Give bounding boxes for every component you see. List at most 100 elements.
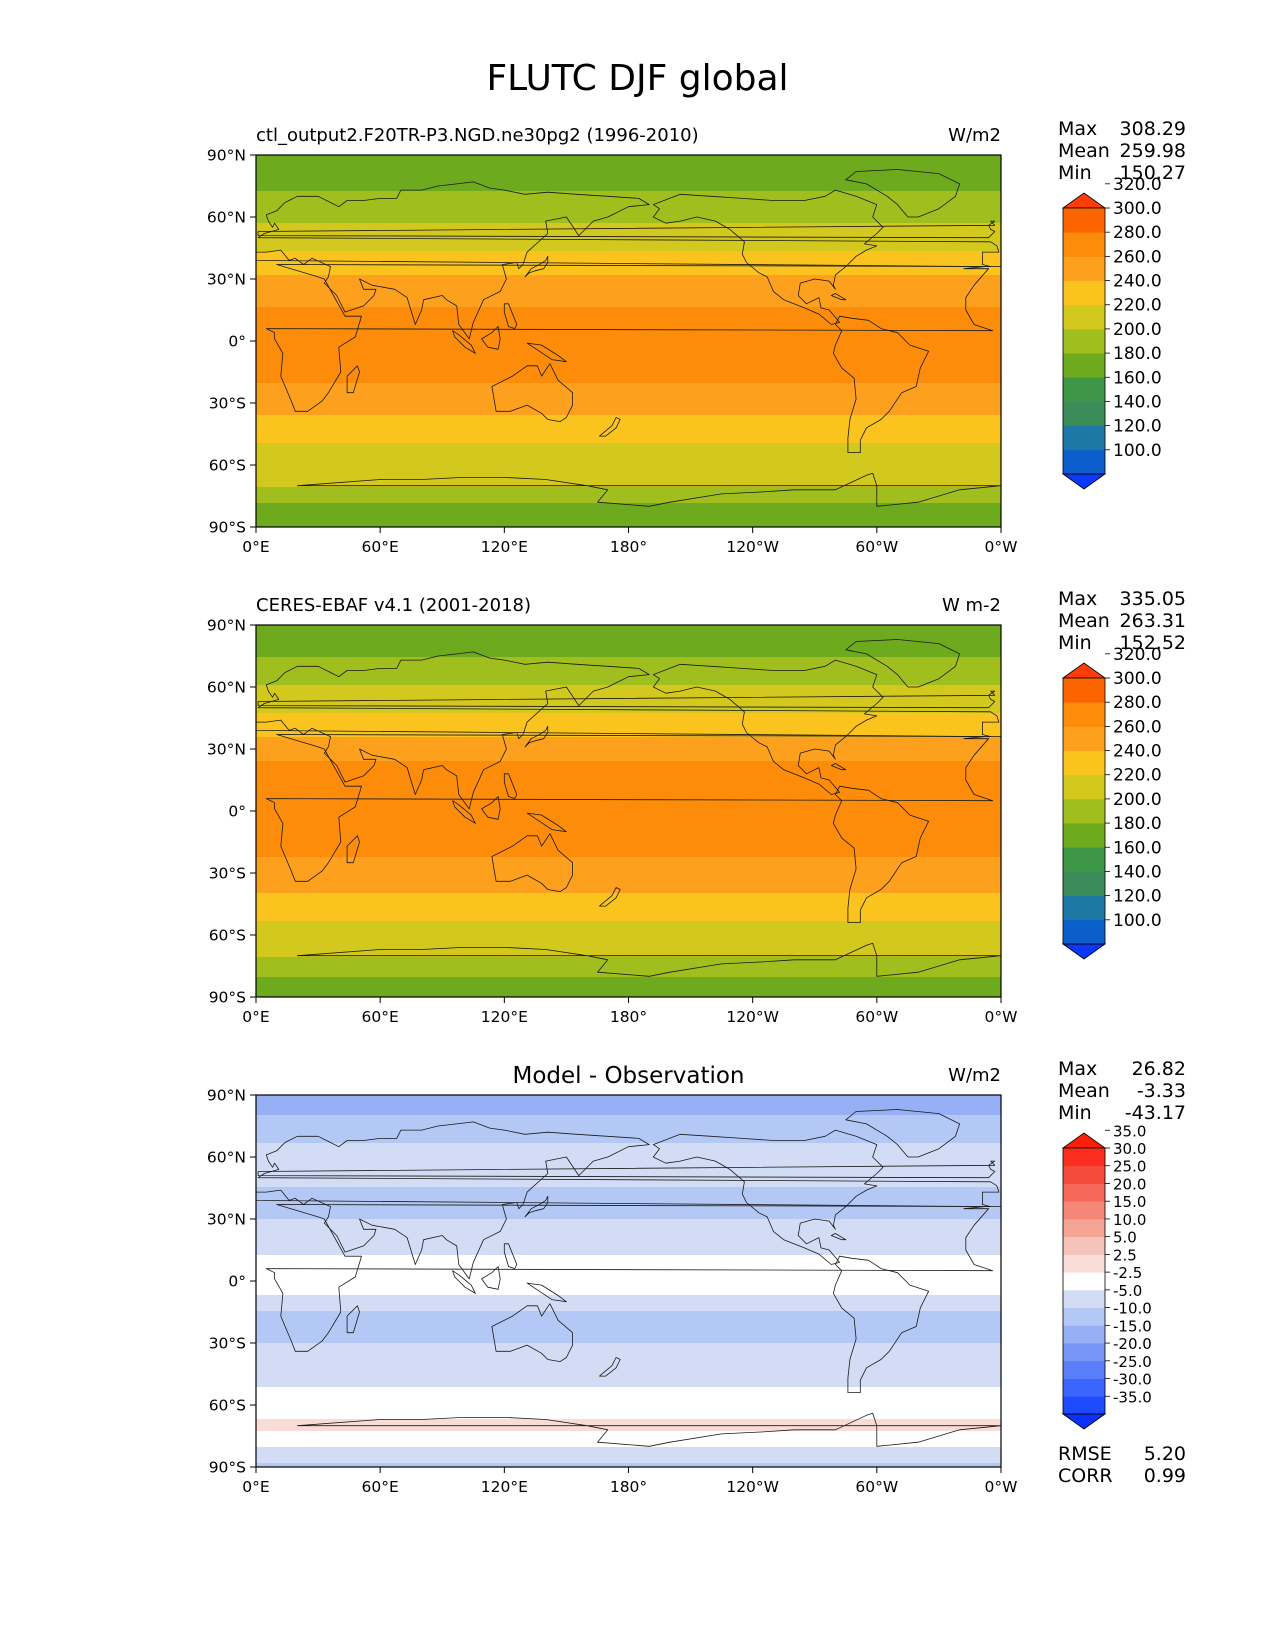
field-band	[256, 813, 1001, 818]
stat-min: 152.52	[1119, 632, 1186, 654]
field-band	[256, 1403, 1001, 1408]
colorbar-swatch	[1063, 449, 1105, 475]
colorbar-reference: 100.0 120.0 140.0 160.0 180.0 200.0 220.0 240.0…	[1061, 645, 1162, 960]
field-band	[256, 1391, 1001, 1396]
field-band	[256, 323, 1001, 328]
field-band	[256, 649, 1001, 654]
colorbar-swatch	[1063, 256, 1105, 281]
field-band	[256, 693, 1001, 698]
field-band	[256, 1131, 1001, 1136]
colorbar-swatch	[1063, 726, 1105, 751]
field-band	[256, 1275, 1001, 1280]
coastline	[491, 363, 573, 423]
colorbar-swatch	[1063, 1218, 1105, 1238]
field-band	[256, 949, 1001, 954]
field-band	[256, 749, 1001, 754]
field-band	[256, 1111, 1001, 1116]
field-band	[256, 1239, 1001, 1244]
coastline	[845, 1109, 960, 1158]
field-band	[256, 1195, 1001, 1200]
field-band	[256, 415, 1001, 420]
field-band	[256, 701, 1001, 706]
field-band	[256, 479, 1001, 484]
y-tick-label: 90°N	[207, 617, 246, 635]
field-band	[256, 961, 1001, 966]
field-band	[256, 451, 1001, 456]
field-band	[256, 893, 1001, 898]
y-tick-label: 0°	[228, 333, 246, 351]
y-tick-label: 60°N	[207, 679, 246, 697]
field-band	[256, 471, 1001, 476]
colorbar-label: 280.0	[1113, 693, 1162, 713]
coastline	[503, 773, 518, 799]
field-band	[256, 1227, 1001, 1232]
field-band	[256, 1351, 1001, 1356]
field-band	[256, 519, 1001, 524]
coastline	[257, 220, 996, 239]
field-band	[256, 1143, 1001, 1148]
field-band	[256, 171, 1001, 176]
x-tick-label: 0°E	[242, 1008, 269, 1026]
y-tick-label: 0°	[228, 1273, 246, 1291]
field-band	[256, 1427, 1001, 1432]
field-band	[256, 491, 1001, 496]
field-layer	[256, 155, 1001, 527]
coastline	[830, 293, 847, 301]
field-band	[256, 1359, 1001, 1364]
field-band	[256, 1175, 1001, 1180]
coastline	[526, 342, 567, 363]
field-band	[256, 1371, 1001, 1376]
field-band	[256, 1383, 1001, 1388]
field-band	[256, 1207, 1001, 1212]
coastline	[481, 796, 501, 820]
field-band	[256, 259, 1001, 264]
coastline	[526, 812, 567, 833]
field-band	[256, 1191, 1001, 1196]
field-band	[256, 383, 1001, 388]
y-tick-label: 60°S	[209, 1397, 246, 1415]
x-tick-label: 0°W	[985, 1478, 1018, 1496]
x-tick-label: 180°	[610, 538, 647, 556]
field-band	[256, 283, 1001, 288]
colorbar-label: -15.0	[1113, 1317, 1152, 1335]
coastline	[481, 326, 501, 350]
colorbar-swatch	[1063, 1201, 1105, 1220]
colorbar-label: 280.0	[1113, 223, 1162, 243]
coastline	[503, 303, 518, 330]
colorbar-swatch	[1063, 750, 1105, 776]
field-band	[256, 889, 1001, 894]
coastline	[265, 264, 1001, 412]
coastline	[652, 189, 884, 325]
field-band	[256, 315, 1001, 320]
y-tick-label: 60°N	[207, 1149, 246, 1167]
colorbar-swatch	[1063, 1360, 1105, 1379]
colorbar-label: 140.0	[1113, 392, 1162, 412]
colorbar-label: 120.0	[1113, 417, 1162, 437]
x-tick-label: 120°E	[481, 1008, 528, 1026]
field-band	[256, 187, 1001, 192]
x-tick-label: 120°E	[481, 538, 528, 556]
field-band	[256, 191, 1001, 196]
colorbar-swatch	[1063, 1289, 1105, 1308]
field-band	[256, 335, 1001, 340]
field-band	[256, 439, 1001, 444]
field-band	[256, 431, 1001, 436]
colorbar-swatch	[1063, 208, 1105, 233]
field-band	[256, 1331, 1001, 1336]
field-band	[256, 785, 1001, 790]
panel-units: W m-2	[942, 595, 1001, 616]
x-tick-label: 0°E	[242, 538, 269, 556]
colorbar-difference: -35.0-30.0-25.0-20.0-15.0-10.0-5.0-2.52.…	[1061, 1122, 1152, 1430]
x-tick-label: 60°W	[855, 1478, 898, 1496]
map-panel-reference: 0°E 60°E 120°E 180° 120°W 60°W 0°W 90°N 60°N 30°N…	[207, 595, 1018, 1026]
colorbar-label: 10.0	[1113, 1211, 1146, 1229]
field-band	[256, 1199, 1001, 1204]
field-band	[256, 917, 1001, 922]
field-band	[256, 981, 1001, 986]
field-band	[256, 1259, 1001, 1264]
stat-mean: 259.98	[1119, 140, 1186, 162]
field-band	[256, 391, 1001, 396]
field-band	[256, 1187, 1001, 1192]
field-band	[256, 637, 1001, 642]
colorbar-swatch	[1063, 377, 1105, 402]
